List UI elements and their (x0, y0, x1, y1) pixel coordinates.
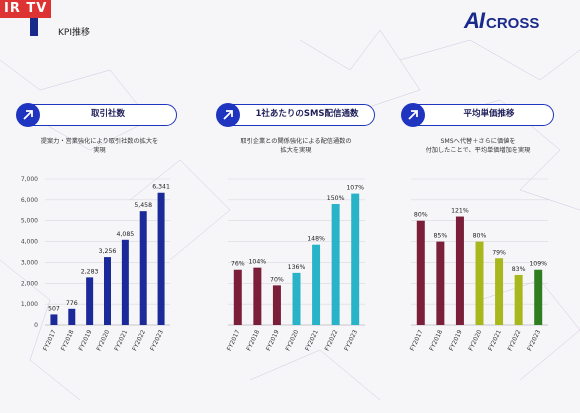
data-label: 107% (346, 185, 364, 192)
description-line: 拡大を実現 (280, 147, 312, 154)
x-tick-label: FY2019 (78, 329, 94, 352)
x-tick-label: FY2023 (526, 329, 542, 352)
x-tick-label: FY2017 (42, 329, 58, 352)
data-label: 85% (433, 233, 447, 240)
x-tick-label: FY2020 (285, 329, 301, 352)
y-tick-label: 2,000 (21, 280, 38, 287)
y-tick-label: 5,000 (21, 218, 38, 225)
bar (351, 193, 360, 325)
panel-header: 平均単価推移 (401, 103, 554, 127)
data-label: 776 (66, 300, 78, 307)
y-tick-label: 6,000 (21, 197, 38, 204)
panel-description: 取引企業との関係強化による配信通数の 拡大を実現 (217, 137, 375, 155)
bar (416, 220, 425, 325)
bar (272, 285, 281, 325)
data-label: 4,085 (116, 231, 134, 238)
data-label: 2,283 (81, 268, 99, 275)
bar (104, 257, 111, 325)
panel-description: SMSへ代替＋さらに価値を 付加したことで、平均単価増加を実現 (402, 137, 554, 155)
irtv-badge: IR TV (0, 0, 52, 18)
panel-title: 平均単価推移 (463, 109, 515, 119)
bar (455, 216, 464, 325)
bar (68, 308, 76, 325)
bar (121, 239, 129, 325)
description-line: 提案力・営業強化により取引社数の拡大を (40, 138, 159, 145)
x-tick-label: FY2019 (448, 329, 464, 352)
bar (139, 211, 147, 325)
bar (331, 204, 340, 325)
x-tick-label: FY2021 (304, 329, 320, 352)
bar (475, 241, 484, 325)
description-line: 取引企業との関係強化による配信通数の (240, 138, 352, 145)
logo-cross-text: CROSS (486, 15, 540, 32)
bar (436, 241, 445, 325)
y-tick-label: 4,000 (21, 239, 38, 246)
x-tick-label: FY2020 (96, 329, 112, 352)
y-tick-label: 3,000 (21, 259, 38, 266)
description-line: 付加したことで、平均単価増加を実現 (425, 147, 531, 154)
data-label: 148% (307, 236, 325, 243)
panel-header: 取引社数 (16, 103, 177, 127)
bar (514, 274, 523, 325)
panel-description: 提案力・営業強化により取引社数の拡大を 実現 (17, 137, 182, 155)
x-tick-label: FY2017 (409, 329, 425, 352)
data-label: 121% (451, 208, 469, 215)
bar (312, 244, 321, 325)
description-line: SMSへ代替＋さらに価値を (440, 138, 516, 145)
y-tick-label: 0 (34, 322, 38, 329)
data-label: 507 (48, 305, 60, 312)
data-label: 3,256 (99, 248, 117, 255)
bar (50, 314, 58, 325)
x-tick-label: FY2018 (245, 329, 261, 352)
bar (534, 269, 543, 325)
arrow-icon (216, 103, 240, 127)
x-tick-label: FY2017 (226, 329, 242, 352)
bar (233, 269, 242, 325)
x-tick-label: FY2020 (468, 329, 484, 352)
x-tick-label: FY2021 (487, 329, 503, 352)
x-tick-label: FY2018 (428, 329, 444, 352)
data-label: 150% (327, 195, 345, 202)
bar (495, 258, 504, 325)
bar (292, 272, 301, 325)
panel-header: 1社あたりのSMS配信通数 (216, 103, 375, 127)
x-tick-label: FY2021 (113, 329, 129, 352)
x-tick-label: FY2023 (149, 329, 165, 352)
y-tick-label: 7,000 (21, 176, 38, 183)
data-label: 83% (512, 266, 526, 273)
description-line: 実現 (93, 147, 106, 154)
x-tick-label: FY2019 (265, 329, 281, 352)
x-tick-label: FY2022 (131, 329, 147, 352)
data-label: 70% (270, 276, 284, 283)
bar (253, 267, 262, 325)
data-label: 109% (529, 261, 547, 268)
bar (157, 192, 165, 325)
x-tick-label: FY2022 (507, 329, 523, 352)
aicross-logo: AI CROSS (464, 8, 539, 34)
data-label: 5,458 (134, 202, 152, 209)
data-label: 79% (492, 249, 506, 256)
panel-title: 1社あたりのSMS配信通数 (255, 109, 359, 119)
x-tick-label: FY2023 (343, 329, 359, 352)
arrow-icon (401, 103, 425, 127)
bar (86, 277, 94, 325)
x-tick-label: FY2022 (324, 329, 340, 352)
y-tick-label: 1,000 (21, 301, 38, 308)
logo-ai-text: AI (464, 8, 485, 33)
brand-mark (30, 18, 38, 36)
data-label: 80% (414, 212, 428, 219)
data-label: 76% (231, 261, 245, 268)
x-tick-label: FY2018 (60, 329, 76, 352)
page-title: KPI推移 (58, 28, 90, 38)
data-label: 136% (288, 264, 306, 271)
data-label: 6,341 (152, 184, 170, 191)
data-label: 104% (249, 259, 267, 266)
arrow-icon (16, 103, 40, 127)
data-label: 80% (473, 233, 487, 240)
panel-title: 取引社数 (90, 109, 125, 119)
